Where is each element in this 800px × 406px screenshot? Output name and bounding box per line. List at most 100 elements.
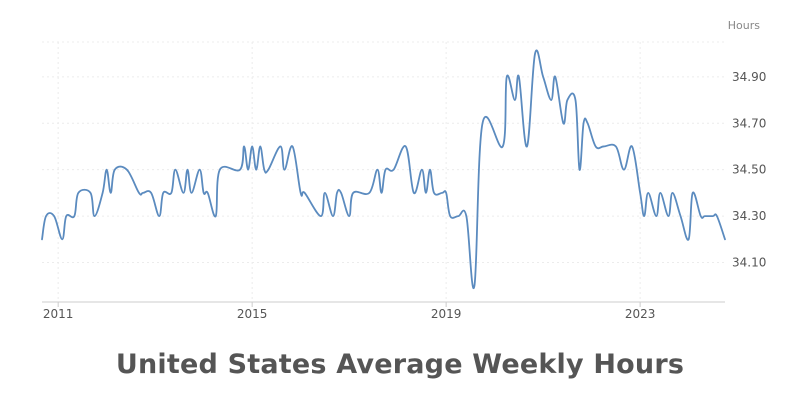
data-point[interactable] — [141, 190, 146, 195]
data-point[interactable] — [258, 144, 263, 149]
data-point[interactable] — [432, 190, 437, 195]
data-point[interactable] — [44, 214, 49, 219]
data-point[interactable] — [108, 190, 113, 195]
data-point[interactable] — [60, 237, 65, 242]
data-point[interactable] — [577, 167, 582, 172]
data-point[interactable] — [516, 74, 521, 79]
data-point[interactable] — [64, 214, 69, 219]
data-point[interactable] — [419, 167, 424, 172]
data-point[interactable] — [254, 167, 259, 172]
data-point[interactable] — [351, 190, 356, 195]
data-point[interactable] — [302, 190, 307, 195]
data-point[interactable] — [213, 214, 218, 219]
data-point[interactable] — [149, 190, 154, 195]
data-point[interactable] — [472, 283, 477, 288]
data-point[interactable] — [157, 214, 162, 219]
data-point[interactable] — [104, 167, 109, 172]
data-point[interactable] — [448, 214, 453, 219]
data-point[interactable] — [379, 190, 384, 195]
data-point[interactable] — [646, 190, 651, 195]
data-point[interactable] — [423, 190, 428, 195]
data-point[interactable] — [88, 190, 93, 195]
data-point[interactable] — [217, 167, 222, 172]
data-point[interactable] — [561, 121, 566, 126]
data-point[interactable] — [124, 167, 129, 172]
data-point[interactable] — [318, 214, 323, 219]
data-point[interactable] — [161, 190, 166, 195]
data-point[interactable] — [322, 190, 327, 195]
data-point[interactable] — [375, 167, 380, 172]
data-point[interactable] — [480, 121, 485, 126]
data-point[interactable] — [278, 144, 283, 149]
data-point[interactable] — [658, 190, 663, 195]
data-point[interactable] — [100, 190, 105, 195]
data-point[interactable] — [242, 144, 247, 149]
data-point[interactable] — [642, 214, 647, 219]
chart-title: United States Average Weekly Hours — [115, 349, 685, 380]
data-point[interactable] — [266, 167, 271, 172]
data-point[interactable] — [169, 190, 174, 195]
data-point[interactable] — [330, 214, 335, 219]
data-point[interactable] — [52, 214, 57, 219]
data-point[interactable] — [553, 74, 558, 79]
data-point[interactable] — [723, 237, 728, 242]
x-tick-label: 2019 — [431, 307, 462, 321]
data-point[interactable] — [444, 190, 449, 195]
data-point[interactable] — [541, 74, 546, 79]
data-point[interactable] — [686, 237, 691, 242]
data-point[interactable] — [714, 214, 719, 219]
data-point[interactable] — [411, 190, 416, 195]
data-point[interactable] — [250, 144, 255, 149]
data-point[interactable] — [678, 214, 683, 219]
data-point[interactable] — [565, 98, 570, 103]
data-point[interactable] — [464, 214, 469, 219]
unit-label: Hours — [728, 19, 760, 32]
data-point[interactable] — [690, 190, 695, 195]
x-tick-label: 2011 — [43, 307, 74, 321]
gridlines — [42, 41, 725, 302]
data-point[interactable] — [339, 190, 344, 195]
data-point[interactable] — [593, 144, 598, 149]
data-point[interactable] — [205, 190, 210, 195]
data-point[interactable] — [585, 121, 590, 126]
data-point[interactable] — [504, 74, 509, 79]
data-point[interactable] — [246, 167, 251, 172]
data-point[interactable] — [638, 190, 643, 195]
data-point[interactable] — [238, 167, 243, 172]
data-point[interactable] — [76, 190, 81, 195]
data-point[interactable] — [112, 167, 117, 172]
data-point[interactable] — [702, 214, 707, 219]
data-point[interactable] — [72, 214, 77, 219]
data-point[interactable] — [500, 144, 505, 149]
data-point[interactable] — [630, 144, 635, 149]
data-point[interactable] — [670, 190, 675, 195]
data-point[interactable] — [524, 144, 529, 149]
data-point[interactable] — [181, 190, 186, 195]
data-point[interactable] — [456, 214, 461, 219]
data-point[interactable] — [282, 167, 287, 172]
data-point[interactable] — [347, 214, 352, 219]
data-point[interactable] — [185, 167, 190, 172]
y-tick-label: 34.90 — [732, 70, 766, 84]
data-point[interactable] — [92, 214, 97, 219]
data-point[interactable] — [512, 98, 517, 103]
data-point[interactable] — [621, 167, 626, 172]
data-point[interactable] — [383, 167, 388, 172]
data-point[interactable] — [654, 214, 659, 219]
data-point[interactable] — [40, 237, 45, 242]
data-point[interactable] — [391, 167, 396, 172]
data-point[interactable] — [403, 144, 408, 149]
data-point[interactable] — [367, 190, 372, 195]
data-point[interactable] — [197, 167, 202, 172]
data-point[interactable] — [613, 144, 618, 149]
data-point[interactable] — [189, 190, 194, 195]
data-point[interactable] — [601, 144, 606, 149]
x-tick-label: 2015 — [237, 307, 268, 321]
data-point[interactable] — [666, 214, 671, 219]
data-point[interactable] — [173, 167, 178, 172]
data-point[interactable] — [549, 98, 554, 103]
data-point[interactable] — [427, 167, 432, 172]
data-point[interactable] — [290, 144, 295, 149]
data-point[interactable] — [573, 98, 578, 103]
data-point[interactable] — [533, 51, 538, 56]
